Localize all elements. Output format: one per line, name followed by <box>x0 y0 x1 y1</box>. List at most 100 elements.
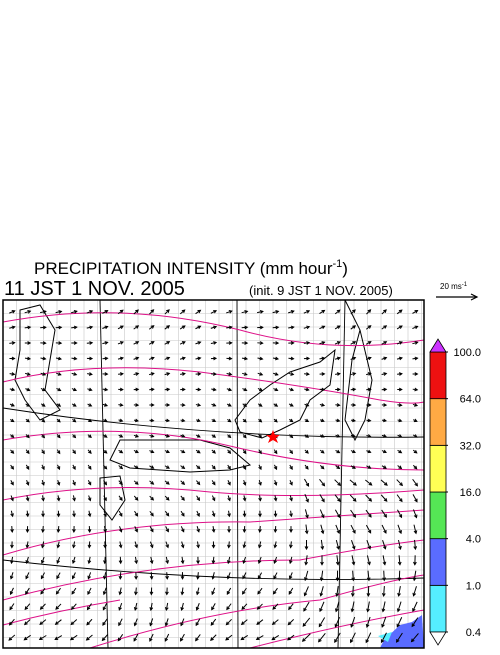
wind-arrow <box>40 326 46 329</box>
wind-arrow <box>320 388 325 391</box>
wind-arrow <box>180 326 185 329</box>
wind-arrow <box>290 526 293 532</box>
wind-arrow <box>413 586 417 595</box>
wind-arrow <box>398 450 402 453</box>
wind-arrow <box>196 310 201 313</box>
wind-arrow <box>242 311 248 314</box>
wind-arrow <box>135 557 138 563</box>
wind-arrow <box>41 388 45 391</box>
wind-arrow <box>71 342 76 345</box>
wind-arrow <box>25 373 30 376</box>
wind-arrow <box>181 496 184 500</box>
wind-shaft <box>366 495 372 501</box>
wind-arrow <box>382 373 387 376</box>
wind-arrow <box>26 404 30 407</box>
wind-arrow <box>321 525 324 534</box>
wind-arrow <box>413 479 418 485</box>
wind-arrow <box>211 373 216 376</box>
wind-arrow <box>212 480 215 484</box>
wind-arrow <box>103 572 106 579</box>
wind-arrow <box>212 541 215 547</box>
wind-arrow <box>320 602 324 611</box>
wind-arrow <box>273 342 278 345</box>
wind-arrow <box>412 311 417 314</box>
wind-arrow <box>119 542 122 548</box>
wind-arrow <box>9 357 14 360</box>
title-close: ) <box>342 259 348 278</box>
colorbar-label: 64.0 <box>460 394 481 406</box>
wind-arrow <box>226 357 231 360</box>
wind-arrow <box>350 495 356 501</box>
wind-arrow <box>42 450 45 454</box>
wind-arrow <box>119 496 122 500</box>
wind-arrow <box>336 540 339 549</box>
wind-arrow <box>73 541 76 547</box>
wind-arrow <box>351 342 356 345</box>
wind-arrow <box>351 326 356 329</box>
wind-arrow <box>273 311 279 314</box>
wind-arrow <box>118 326 123 329</box>
wind-arrow <box>397 373 402 376</box>
wind-arrow <box>119 588 122 595</box>
wind-arrow <box>304 388 308 391</box>
wind-arrow <box>227 373 232 376</box>
wind-arrow <box>166 572 169 579</box>
wind-arrow <box>397 326 402 329</box>
wind-arrow <box>398 525 402 533</box>
wind-arrow <box>212 465 215 469</box>
wind-arrow <box>119 572 122 579</box>
wind-arrow <box>11 511 14 516</box>
wind-arrow <box>273 373 278 376</box>
wind-arrow <box>72 373 77 376</box>
wind-arrow <box>180 373 185 376</box>
wind-arrow <box>134 342 139 345</box>
wind-arrow <box>135 572 138 579</box>
wind-arrow <box>165 481 169 484</box>
wind-arrow <box>412 357 417 360</box>
wind-arrow <box>88 526 91 532</box>
wind-arrow <box>197 541 200 547</box>
wind-arrow <box>303 618 310 626</box>
wind-arrow <box>11 480 14 484</box>
wind-arrow <box>165 342 170 345</box>
wind-arrow <box>243 419 246 422</box>
wind-arrow <box>336 586 339 596</box>
wind-arrow <box>243 526 246 532</box>
colorbar-label: 32.0 <box>460 440 481 452</box>
wind-arrow <box>180 357 185 360</box>
wind-arrow <box>57 465 60 469</box>
wind-arrow <box>290 465 293 469</box>
wind-arrow <box>197 496 200 500</box>
wind-arrow <box>73 465 76 469</box>
wind-arrow <box>196 450 200 453</box>
wind-arrow <box>9 342 14 345</box>
wind-arrow <box>413 602 417 611</box>
wind-arrow <box>351 602 354 612</box>
lat-lon-line <box>100 300 108 648</box>
wind-arrow <box>119 619 122 626</box>
wind-arrow <box>366 450 370 453</box>
wind-arrow <box>88 403 92 406</box>
wind-arrow <box>350 480 356 485</box>
wind-arrow <box>382 586 385 596</box>
wind-arrow <box>26 465 29 469</box>
wind-arrow <box>10 572 13 578</box>
wind-arrow <box>56 620 62 625</box>
wind-arrow <box>397 404 401 407</box>
wind-arrow <box>320 479 325 485</box>
wind-arrow <box>383 571 386 581</box>
wind-arrow <box>274 526 277 532</box>
wind-arrow <box>305 509 308 517</box>
wind-arrow <box>181 557 184 563</box>
wind-arrow <box>366 525 370 533</box>
wind-arrow <box>289 419 292 422</box>
wind-arrow <box>196 588 199 595</box>
title: PRECIPITATION INTENSITY (mm hour-1) <box>34 258 348 278</box>
colorbar-box <box>430 352 446 399</box>
wind-arrow <box>414 525 417 534</box>
wind-arrow <box>335 357 340 360</box>
wind-arrow <box>412 326 417 329</box>
